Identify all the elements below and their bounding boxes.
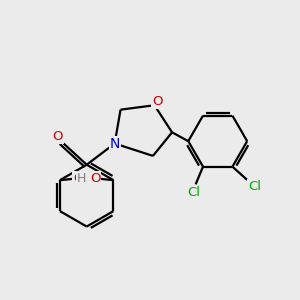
Text: Cl: Cl: [188, 186, 201, 199]
Text: O: O: [52, 130, 63, 143]
Text: H: H: [77, 172, 86, 184]
Text: H: H: [88, 172, 97, 184]
Text: O: O: [152, 95, 163, 108]
Text: N: N: [110, 136, 120, 151]
Text: Cl: Cl: [248, 180, 261, 193]
Text: O: O: [73, 172, 83, 185]
Text: O: O: [90, 172, 101, 185]
